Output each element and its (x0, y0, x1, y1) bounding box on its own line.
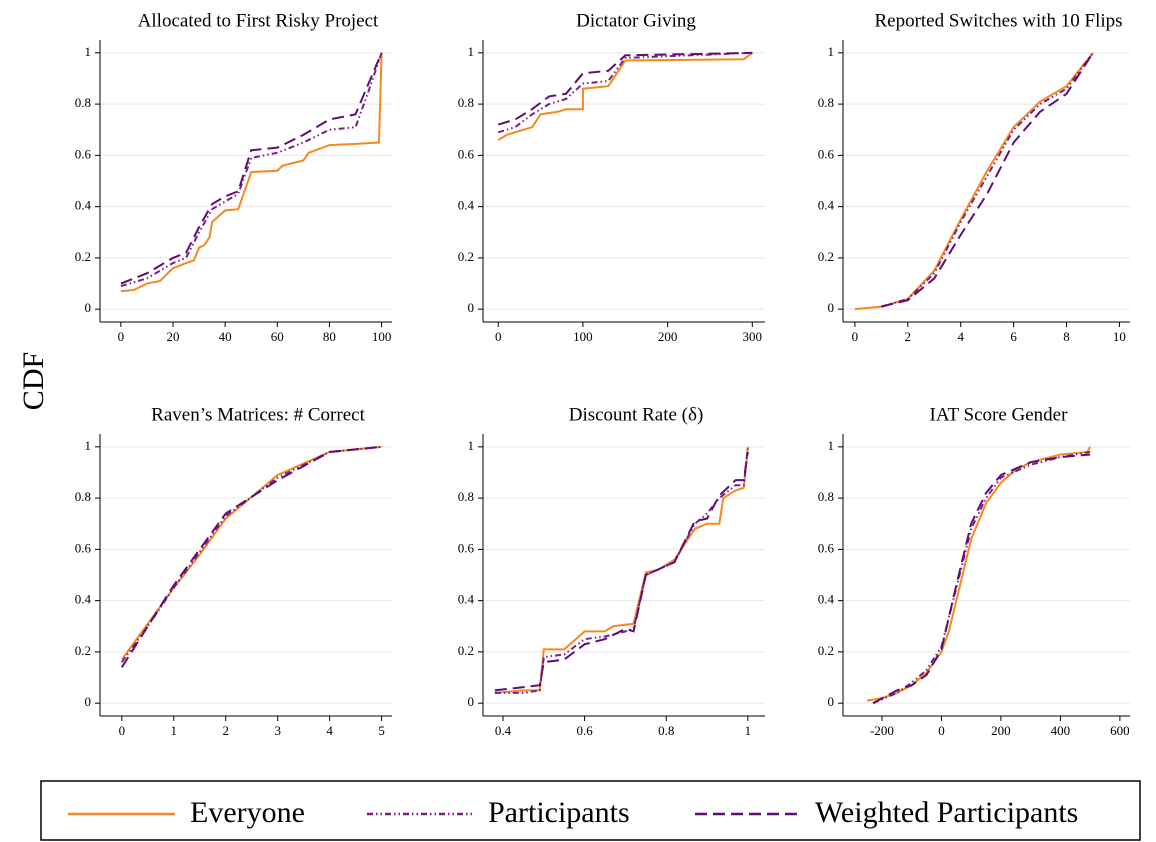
y-tick-label: 1 (85, 438, 92, 453)
panel-title: Dictator Giving (576, 10, 696, 31)
x-tick-label: 200 (991, 723, 1011, 738)
x-tick-label: 2 (905, 329, 912, 344)
cdf-line (881, 52, 1094, 308)
x-tick-label: 0 (495, 329, 502, 344)
y-tick-label: 0.6 (75, 540, 92, 555)
cdf-line (121, 445, 382, 663)
y-tick-label: 0 (828, 694, 835, 709)
x-tick-label: 60 (271, 329, 284, 344)
y-tick-label: 1 (468, 44, 475, 59)
y-tick-label: 0.6 (818, 146, 835, 161)
x-tick-label: 0 (119, 723, 126, 738)
y-tick-label: 0.4 (458, 198, 475, 213)
cdf-line (494, 446, 749, 694)
x-tick-label: 10 (1113, 329, 1126, 344)
y-tick-label: 0.2 (75, 249, 91, 264)
cdf-line (120, 445, 382, 668)
x-tick-label: 0 (852, 329, 859, 344)
x-tick-label: 6 (1010, 329, 1017, 344)
y-tick-label: 0.2 (458, 249, 474, 264)
y-tick-label: 0.2 (75, 643, 91, 658)
x-tick-label: 0.4 (495, 723, 512, 738)
y-tick-label: 0.6 (458, 146, 475, 161)
y-tick-label: 0.8 (458, 95, 474, 110)
y-tick-label: 0.4 (818, 592, 835, 607)
y-axis-label: CDF (17, 352, 50, 410)
cdf-line (120, 52, 383, 285)
x-tick-label: 5 (378, 723, 385, 738)
cdf-line (494, 451, 749, 692)
y-tick-label: 0.2 (818, 643, 834, 658)
cdf-line (497, 51, 753, 126)
y-tick-label: 0.2 (818, 249, 834, 264)
cdf-line (872, 453, 1091, 705)
y-tick-label: 1 (468, 438, 475, 453)
y-tick-label: 0.2 (458, 643, 474, 658)
x-tick-label: 1 (171, 723, 178, 738)
y-tick-label: 0.4 (818, 198, 835, 213)
x-tick-label: 8 (1063, 329, 1070, 344)
cdf-line (120, 52, 383, 288)
legend-label: Participants (488, 796, 630, 829)
x-tick-label: 400 (1051, 723, 1071, 738)
x-tick-label: 0 (118, 329, 125, 344)
x-tick-label: 40 (219, 329, 232, 344)
y-tick-label: 0.8 (818, 95, 834, 110)
y-tick-label: 0 (828, 300, 835, 315)
x-tick-label: 1 (745, 723, 752, 738)
y-tick-label: 0.4 (458, 592, 475, 607)
y-tick-label: 0.8 (458, 489, 474, 504)
x-tick-label: 200 (658, 329, 678, 344)
panel-title: Discount Rate (δ) (569, 404, 704, 425)
x-tick-label: 0 (938, 723, 945, 738)
cdf-line (121, 445, 382, 661)
cdf-line (497, 52, 753, 141)
y-tick-label: 0.8 (818, 489, 834, 504)
y-tick-label: 1 (85, 44, 92, 59)
y-tick-label: 0.6 (458, 540, 475, 555)
x-tick-label: 0.6 (576, 723, 593, 738)
y-tick-label: 0.8 (75, 489, 91, 504)
x-tick-label: 100 (372, 329, 392, 344)
cdf-line (494, 446, 749, 694)
x-tick-label: 600 (1110, 723, 1130, 738)
x-tick-label: 3 (274, 723, 281, 738)
x-tick-label: -200 (870, 723, 894, 738)
y-tick-label: 0.4 (75, 198, 92, 213)
panel-title: Reported Switches with 10 Flips (874, 10, 1122, 31)
x-tick-label: 2 (222, 723, 229, 738)
y-tick-label: 1 (828, 438, 835, 453)
cdf-line (866, 446, 1092, 702)
cdf-line (497, 51, 753, 134)
panel-title: Raven’s Matrices: # Correct (151, 404, 365, 425)
x-tick-label: 100 (573, 329, 593, 344)
y-tick-label: 0.4 (75, 592, 92, 607)
x-tick-label: 4 (326, 723, 333, 738)
x-tick-label: 4 (957, 329, 964, 344)
cdf-line (881, 52, 1094, 308)
y-tick-label: 1 (828, 44, 835, 59)
legend-box (40, 780, 1141, 841)
x-tick-label: 20 (167, 329, 180, 344)
x-tick-label: 300 (743, 329, 763, 344)
cdf-line (120, 52, 383, 293)
x-tick-label: 0.8 (658, 723, 674, 738)
x-tick-label: 80 (323, 329, 336, 344)
y-tick-label: 0.6 (818, 540, 835, 555)
y-tick-label: 0.6 (75, 146, 92, 161)
y-tick-label: 0 (85, 694, 92, 709)
y-tick-label: 0 (85, 300, 92, 315)
legend-label: Weighted Participants (815, 796, 1078, 829)
cdf-line (872, 450, 1091, 705)
panel-title: IAT Score Gender (930, 404, 1069, 425)
y-tick-label: 0 (468, 300, 475, 315)
legend-label: Everyone (190, 796, 305, 829)
cdf-line (854, 52, 1094, 311)
y-tick-label: 0.8 (75, 95, 91, 110)
y-tick-label: 0 (468, 694, 475, 709)
panel-title: Allocated to First Risky Project (138, 10, 379, 31)
